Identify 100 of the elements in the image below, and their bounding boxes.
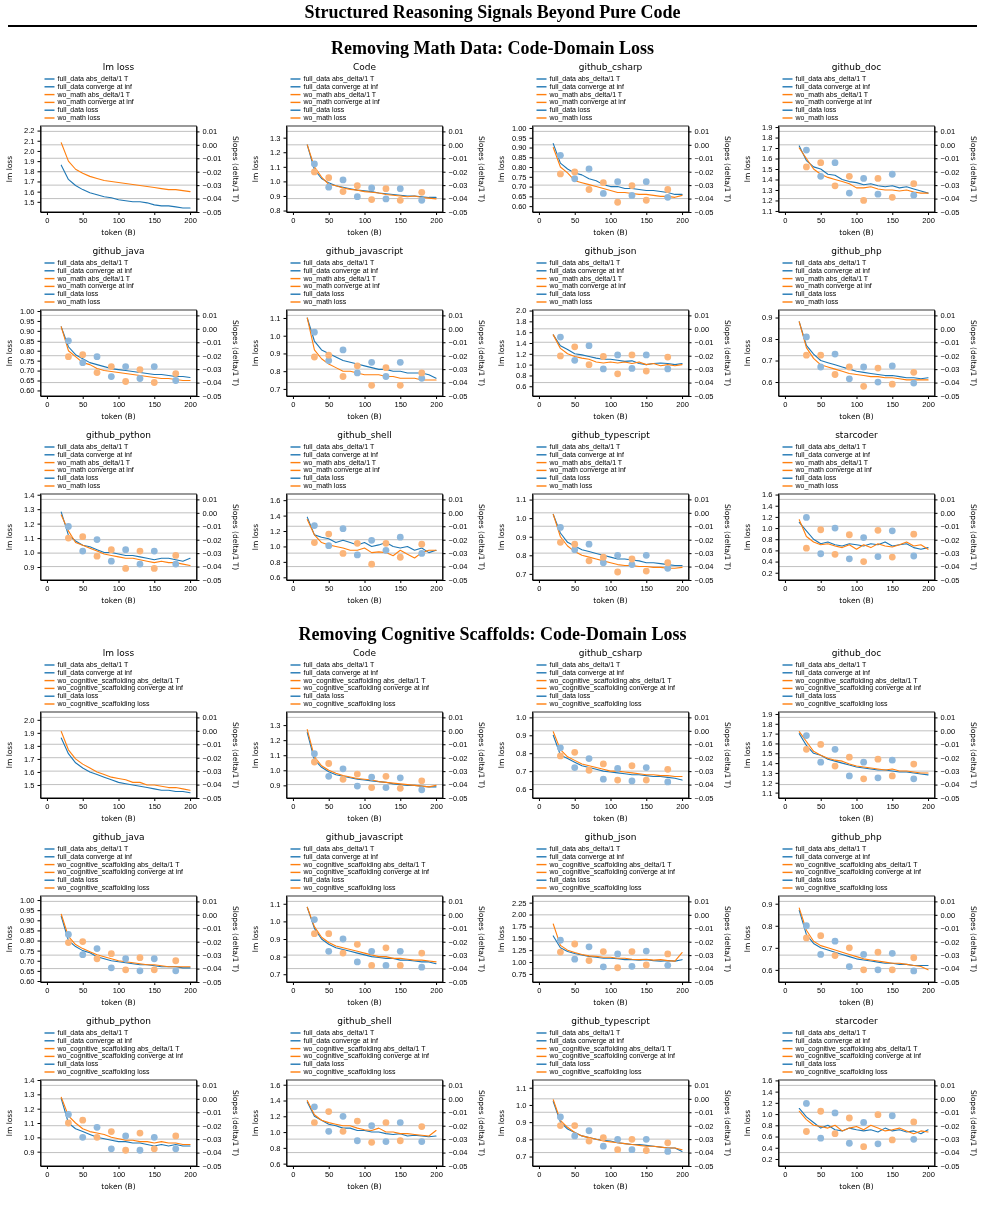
point: [845, 1114, 853, 1122]
point: [628, 365, 636, 372]
point: [418, 369, 426, 377]
point: [628, 962, 636, 970]
text: Structured Reasoning Signals Beyond Pure Code: [304, 2, 681, 22]
point: [845, 944, 853, 952]
point: [396, 1137, 404, 1145]
point: [172, 967, 180, 975]
point: [557, 352, 564, 360]
point: [325, 351, 333, 359]
point: [382, 364, 390, 372]
point: [599, 553, 607, 561]
point: [93, 945, 101, 953]
point: [845, 1139, 853, 1147]
point: [339, 373, 347, 380]
point: [122, 363, 130, 371]
chart-title: github_json: [584, 832, 637, 842]
chart-title: github_json: [584, 246, 637, 256]
point: [803, 732, 810, 739]
point: [642, 367, 650, 375]
chart-title: github_csharp: [578, 648, 643, 658]
point: [368, 536, 376, 544]
point: [888, 949, 896, 957]
point: [860, 382, 868, 390]
point: [311, 328, 318, 336]
point: [93, 536, 101, 543]
point: [339, 935, 347, 943]
point: [353, 1137, 361, 1145]
point: [396, 947, 404, 955]
point: [353, 182, 361, 190]
point: [368, 1138, 376, 1146]
point: [585, 361, 593, 369]
point: [382, 373, 390, 380]
point: [93, 1123, 101, 1131]
point: [642, 178, 650, 186]
point: [888, 170, 896, 178]
point: [418, 1138, 426, 1145]
point: [888, 772, 896, 780]
point: [585, 540, 593, 548]
point: [418, 949, 426, 957]
point: [845, 189, 853, 197]
point: [368, 381, 376, 389]
point: [831, 1130, 839, 1138]
point: [571, 940, 579, 948]
chart-title: github_shell: [337, 1016, 392, 1026]
point: [65, 523, 72, 530]
point: [382, 539, 390, 547]
point: [557, 524, 564, 531]
chart-title: starcoder: [835, 430, 879, 440]
point: [817, 159, 825, 167]
point: [845, 772, 853, 780]
chart-title: github_doc: [831, 62, 882, 72]
point: [628, 351, 636, 359]
point: [325, 930, 333, 938]
point: [888, 527, 896, 535]
point: [860, 558, 868, 565]
point: [803, 146, 810, 154]
point: [599, 1134, 607, 1142]
point: [888, 756, 896, 764]
point: [642, 947, 650, 955]
point: [339, 176, 347, 184]
point: [803, 163, 810, 171]
point: [845, 363, 853, 371]
point: [817, 1134, 825, 1142]
point: [614, 178, 622, 186]
point: [368, 358, 376, 366]
point: [817, 363, 825, 371]
point: [642, 1135, 650, 1143]
point: [136, 954, 144, 962]
point: [418, 1123, 426, 1130]
point: [874, 774, 882, 782]
point: [845, 531, 853, 539]
point: [65, 1119, 72, 1127]
point: [79, 938, 87, 945]
point: [664, 1147, 672, 1155]
point: [585, 165, 593, 173]
point: [353, 958, 361, 966]
point: [874, 553, 882, 560]
point: [664, 186, 672, 193]
point: [874, 755, 882, 763]
point: [642, 196, 650, 204]
point: [368, 1122, 376, 1130]
point: [65, 939, 72, 946]
point: [418, 540, 426, 548]
point: [122, 1132, 130, 1140]
point: [136, 375, 144, 382]
point: [628, 948, 636, 955]
point: [614, 765, 622, 772]
point: [860, 534, 868, 541]
point: [339, 765, 347, 773]
point: [888, 1112, 896, 1120]
point: [817, 351, 825, 359]
point: [874, 1140, 882, 1148]
point: [831, 952, 839, 959]
point: [585, 1127, 593, 1135]
point: [642, 961, 650, 969]
point: [910, 530, 918, 538]
point: [803, 333, 810, 341]
point: [831, 550, 839, 558]
point: [122, 966, 130, 974]
